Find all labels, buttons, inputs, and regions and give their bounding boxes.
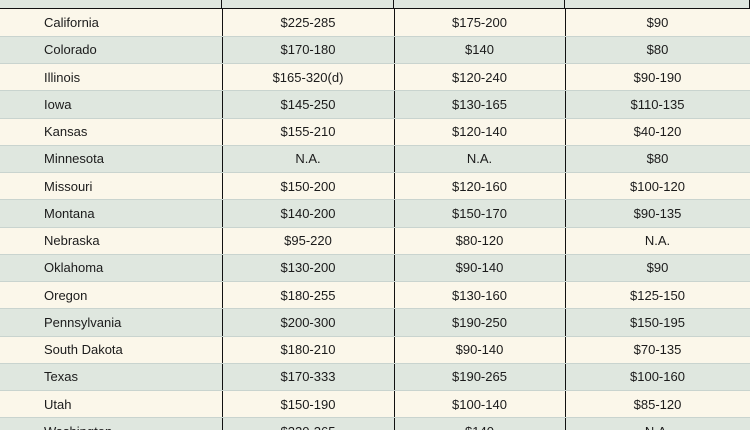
table-row: Colorado $170-180 $140 $80 (0, 36, 750, 65)
price-cell-col1: $170-333 (222, 363, 395, 392)
price-cell-col1: $170-180 (222, 36, 395, 65)
top-strip-cell (565, 0, 750, 8)
price-cell-col2: $120-160 (394, 172, 566, 201)
price-cell-col3: $80 (565, 145, 750, 174)
price-cell-col3: $100-160 (565, 363, 750, 392)
price-cell-col3: $90 (565, 9, 750, 37)
state-cell: California (0, 9, 223, 37)
price-cell-col1: $130-200 (222, 254, 395, 283)
table-row: Texas $170-333 $190-265 $100-160 (0, 363, 750, 392)
price-cell-col3: $110-135 (565, 90, 750, 119)
price-cell-col1: $220-265 (222, 417, 395, 430)
table-row: Nebraska $95-220 $80-120 N.A. (0, 227, 750, 255)
table-row: Utah $150-190 $100-140 $85-120 (0, 390, 750, 419)
price-cell-col2: $130-160 (394, 281, 566, 310)
table-row: Montana $140-200 $150-170 $90-135 (0, 199, 750, 228)
price-cell-col2: $140 (394, 36, 566, 65)
top-strip-cell (222, 0, 394, 8)
price-cell-col2: $140 (394, 417, 566, 430)
table-top-strip (0, 0, 750, 9)
state-cell: Oregon (0, 281, 223, 310)
state-cell: Utah (0, 390, 223, 419)
state-cell: Pennsylvania (0, 308, 223, 337)
price-cell-col1: $150-190 (222, 390, 395, 419)
price-cell-col2: $80-120 (394, 227, 566, 255)
price-cell-col3: $90-135 (565, 199, 750, 228)
price-cell-col3: N.A. (565, 227, 750, 255)
price-cell-col1: $180-255 (222, 281, 395, 310)
state-cell: Minnesota (0, 145, 223, 174)
state-cell: Nebraska (0, 227, 223, 255)
price-cell-col2: $100-140 (394, 390, 566, 419)
price-cell-col1: $165-320(d) (222, 63, 395, 92)
price-cell-col1: $200-300 (222, 308, 395, 337)
price-cell-col3: $125-150 (565, 281, 750, 310)
state-cell: Missouri (0, 172, 223, 201)
state-cell: Oklahoma (0, 254, 223, 283)
table-row: Washington$220-265$140N.A. (0, 417, 750, 430)
price-table: California $225-285 $175-200 $90 Colorado $17… (0, 9, 750, 430)
state-cell: Washington (0, 417, 223, 430)
price-cell-col3: $90 (565, 254, 750, 283)
table-row: Illinois $165-320(d) $120-240 $90-190 (0, 63, 750, 92)
price-cell-col2: $90-140 (394, 336, 566, 364)
price-cell-col2: $120-140 (394, 118, 566, 146)
top-strip-cell (394, 0, 565, 8)
price-cell-col3: $85-120 (565, 390, 750, 419)
top-strip-cell (0, 0, 222, 8)
price-table-body: California $225-285 $175-200 $90 Colorado $17… (0, 9, 750, 430)
table-row: Minnesota N.A. N.A. $80 (0, 145, 750, 174)
price-cell-col2: $175-200 (394, 9, 566, 37)
price-cell-col2: $130-165 (394, 90, 566, 119)
table-row: Kansas $155-210 $120-140 $40-120 (0, 118, 750, 146)
price-cell-col3: $100-120 (565, 172, 750, 201)
table-row: South Dakota $180-210 $90-140 $70-135 (0, 336, 750, 364)
state-cell: Texas (0, 363, 223, 392)
price-cell-col1: $145-250 (222, 90, 395, 119)
state-cell: Illinois (0, 63, 223, 92)
price-cell-col2: $190-250 (394, 308, 566, 337)
price-cell-col2: $90-140 (394, 254, 566, 283)
table-row: California $225-285 $175-200 $90 (0, 9, 750, 37)
price-cell-col3: $40-120 (565, 118, 750, 146)
table-row: Pennsylvania $200-300 $190-250 $150-195 (0, 308, 750, 337)
price-cell-col2: $150-170 (394, 199, 566, 228)
table-row: Oklahoma $130-200 $90-140 $90 (0, 254, 750, 283)
price-cell-col2: $190-265 (394, 363, 566, 392)
price-cell-col3: N.A. (565, 417, 750, 430)
table-row: Missouri $150-200 $120-160 $100-120 (0, 172, 750, 201)
state-cell: Colorado (0, 36, 223, 65)
price-cell-col1: $180-210 (222, 336, 395, 364)
price-cell-col1: N.A. (222, 145, 395, 174)
price-cell-col3: $80 (565, 36, 750, 65)
state-cell: Kansas (0, 118, 223, 146)
table-row: Oregon $180-255 $130-160 $125-150 (0, 281, 750, 310)
price-cell-col1: $150-200 (222, 172, 395, 201)
price-cell-col1: $140-200 (222, 199, 395, 228)
price-cell-col3: $90-190 (565, 63, 750, 92)
price-cell-col1: $155-210 (222, 118, 395, 146)
price-cell-col3: $70-135 (565, 336, 750, 364)
price-cell-col2: $120-240 (394, 63, 566, 92)
state-cell: Montana (0, 199, 223, 228)
price-cell-col2: N.A. (394, 145, 566, 174)
price-cell-col1: $95-220 (222, 227, 395, 255)
price-cell-col1: $225-285 (222, 9, 395, 37)
table-row: Iowa $145-250 $130-165 $110-135 (0, 90, 750, 119)
state-cell: South Dakota (0, 336, 223, 364)
state-cell: Iowa (0, 90, 223, 119)
price-cell-col3: $150-195 (565, 308, 750, 337)
